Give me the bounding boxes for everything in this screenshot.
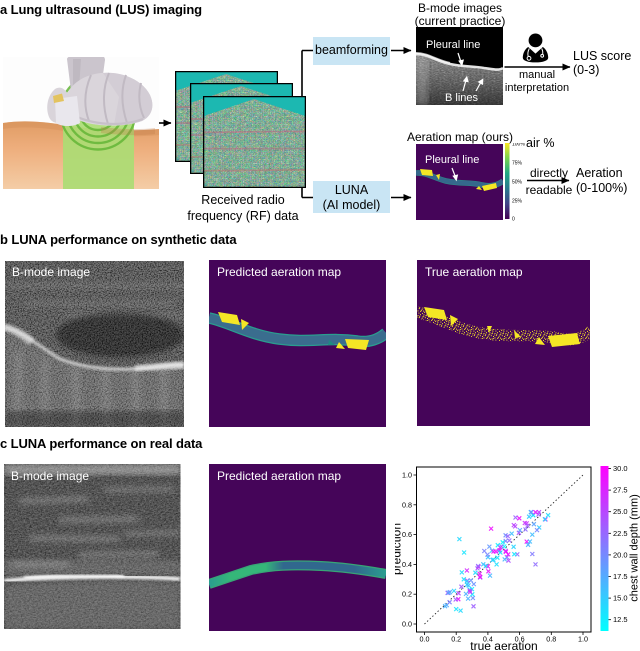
svg-text:50%: 50% (512, 180, 523, 186)
svg-text:Pleural line: Pleural line (425, 154, 479, 166)
svg-text:25%: 25% (512, 199, 523, 205)
svg-text:0.0: 0.0 (420, 635, 430, 644)
svg-text:B-mode image: B-mode image (11, 469, 89, 483)
svg-text:30.0: 30.0 (613, 464, 628, 473)
svg-text:0.8: 0.8 (546, 635, 556, 644)
svg-text:100%: 100% (512, 143, 525, 148)
svg-text:prediction: prediction (395, 523, 404, 575)
svg-text:20.0: 20.0 (613, 550, 628, 559)
svg-text:27.5: 27.5 (613, 486, 628, 495)
svg-text:75%: 75% (512, 161, 523, 167)
svg-text:0.0: 0.0 (402, 620, 412, 629)
svg-text:0.4: 0.4 (402, 560, 412, 569)
svg-text:0.8: 0.8 (402, 500, 412, 509)
svg-text:25.0: 25.0 (613, 507, 628, 516)
svg-text:1.0: 1.0 (578, 635, 588, 644)
svg-text:0.6: 0.6 (515, 635, 525, 644)
svg-text:17.5: 17.5 (613, 572, 628, 581)
svg-text:True aeration map: True aeration map (425, 265, 523, 279)
svg-text:true aeration: true aeration (470, 639, 537, 651)
svg-text:1.0: 1.0 (402, 471, 412, 480)
svg-text:0.4: 0.4 (483, 635, 493, 644)
svg-text:0.2: 0.2 (402, 590, 412, 599)
svg-text:12.5: 12.5 (613, 615, 628, 624)
svg-text:Predicted aeration map: Predicted aeration map (217, 469, 341, 483)
svg-text:0.6: 0.6 (402, 530, 412, 539)
svg-text:chest wall depth (mm): chest wall depth (mm) (629, 494, 640, 602)
svg-text:B lines: B lines (445, 92, 479, 104)
svg-text:22.5: 22.5 (613, 529, 628, 538)
svg-text:Predicted aeration map: Predicted aeration map (217, 265, 341, 279)
svg-text:B-mode image: B-mode image (12, 265, 90, 279)
svg-text:0.2: 0.2 (451, 635, 461, 644)
svg-text:0: 0 (512, 217, 515, 222)
svg-text:15.0: 15.0 (613, 594, 628, 603)
svg-text:Pleural line: Pleural line (426, 39, 480, 51)
